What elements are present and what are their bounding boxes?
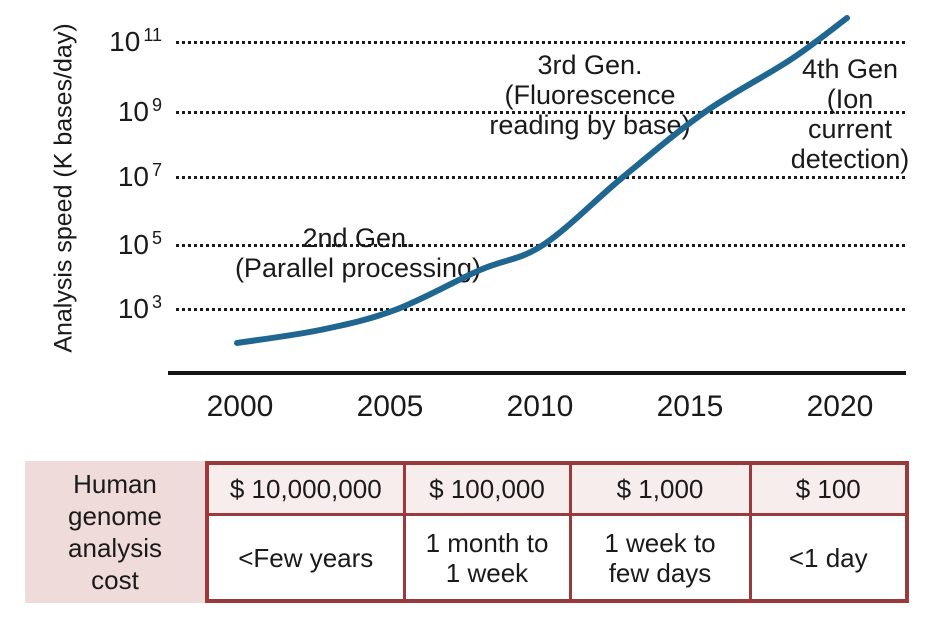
- y-tick-1e9: 10 9: [38, 95, 162, 129]
- y-tick-1e11: 10 11: [38, 25, 162, 59]
- y-tick-exponent: 9: [151, 94, 162, 115]
- cost-cell-2: $ 100,000: [402, 461, 572, 516]
- annotation-4th-gen: 4th Gen (Ion current detection): [790, 54, 910, 174]
- duration-cell-1: <Few years: [205, 513, 406, 603]
- x-tick-2000: 2000: [206, 390, 274, 423]
- y-tick-base: 10: [117, 96, 149, 127]
- duration-cell-3: 1 week to few days: [568, 513, 752, 603]
- y-tick-base: 10: [117, 229, 149, 260]
- cost-table: $ 10,000,000 $ 100,000 $ 1,000 $ 100 <Fe…: [205, 461, 909, 603]
- y-tick-base: 10: [117, 293, 149, 324]
- duration-cell-4: <1 day: [748, 513, 909, 603]
- y-tick-exponent: 7: [151, 159, 162, 180]
- cost-cell-1: $ 10,000,000: [205, 461, 406, 516]
- gridline-1e7: [176, 176, 905, 179]
- x-tick-2005: 2005: [356, 390, 424, 423]
- analysis-speed-chart: Analysis speed (K bases/day) 10 11 10 9 10…: [38, 15, 910, 423]
- x-axis-line: [168, 371, 906, 375]
- y-tick-1e5: 10 5: [38, 228, 162, 262]
- gridline-1e11: [176, 41, 905, 44]
- cost-cell-3: $ 1,000: [568, 461, 752, 516]
- gridline-1e3: [176, 308, 905, 311]
- y-tick-1e3: 10 3: [38, 292, 162, 326]
- annotation-3rd-gen: 3rd Gen. (Fluorescence reading by base): [489, 50, 691, 140]
- x-tick-2015: 2015: [656, 390, 724, 423]
- y-tick-1e7: 10 7: [38, 160, 162, 194]
- duration-row: <Few years 1 month to 1 week 1 week to f…: [205, 513, 909, 603]
- genome-cost-header: Human genome analysis cost: [25, 461, 205, 603]
- x-tick-2010: 2010: [506, 390, 574, 423]
- y-tick-base: 10: [109, 26, 141, 57]
- y-tick-exponent: 5: [151, 227, 162, 248]
- y-tick-exponent: 3: [151, 291, 162, 312]
- cost-row: $ 10,000,000 $ 100,000 $ 1,000 $ 100: [205, 461, 909, 516]
- cost-cell-4: $ 100: [748, 461, 909, 516]
- duration-cell-2: 1 month to 1 week: [402, 513, 572, 603]
- x-tick-2020: 2020: [806, 390, 874, 423]
- y-tick-base: 10: [117, 161, 149, 192]
- annotation-2nd-gen: 2nd Gen. (Parallel processing): [234, 223, 482, 283]
- y-tick-exponent: 11: [143, 24, 162, 45]
